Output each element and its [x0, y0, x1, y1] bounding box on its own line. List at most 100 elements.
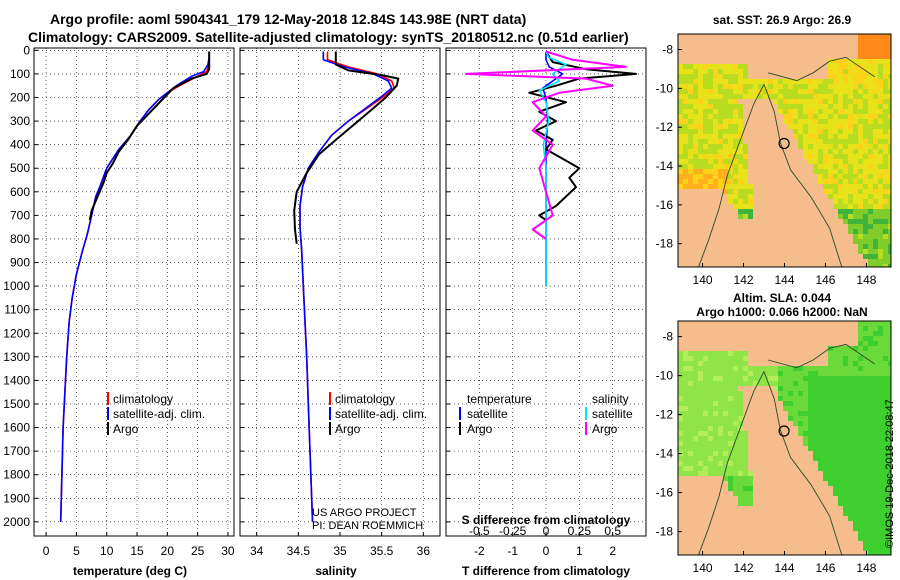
data-cell — [703, 386, 708, 391]
data-cell — [858, 416, 863, 421]
data-cell — [858, 174, 863, 179]
data-cell — [838, 461, 843, 466]
data-cell — [693, 134, 698, 139]
data-cell — [683, 376, 688, 381]
data-cell — [703, 451, 708, 456]
data-cell — [693, 416, 698, 421]
data-cell — [723, 99, 728, 104]
data-cell — [683, 89, 688, 94]
data-cell — [843, 416, 848, 421]
data-cell — [888, 134, 891, 139]
data-cell — [848, 386, 853, 391]
data-cell — [853, 154, 858, 159]
data-cell — [698, 169, 703, 174]
data-cell — [738, 481, 743, 486]
data-cell — [888, 511, 891, 516]
data-cell — [688, 466, 693, 471]
data-cell — [853, 481, 858, 486]
data-cell — [828, 421, 833, 426]
data-cell — [868, 59, 873, 64]
data-cell — [693, 376, 698, 381]
data-cell — [838, 491, 843, 496]
data-cell — [713, 461, 718, 466]
data-cell — [833, 89, 838, 94]
data-cell — [678, 124, 683, 129]
data-cell — [868, 516, 873, 521]
data-cell — [818, 391, 823, 396]
data-cell — [723, 356, 728, 361]
data-cell — [808, 381, 813, 386]
data-cell — [748, 214, 753, 219]
data-cell — [828, 416, 833, 421]
data-cell — [678, 74, 683, 79]
data-cell — [748, 79, 753, 84]
sla-map-title-line-1: Altim. SLA: 0.044 — [733, 291, 831, 305]
data-cell — [723, 189, 728, 194]
data-cell — [863, 491, 868, 496]
data-cell — [703, 124, 708, 129]
data-cell — [858, 109, 863, 114]
data-cell — [718, 94, 723, 99]
data-cell — [843, 381, 848, 386]
data-cell — [863, 209, 868, 214]
data-cell — [798, 371, 803, 376]
data-cell — [723, 129, 728, 134]
data-cell — [868, 179, 873, 184]
data-cell — [888, 164, 891, 169]
data-cell — [873, 129, 878, 134]
data-cell — [698, 139, 703, 144]
data-cell — [833, 426, 838, 431]
data-cell — [688, 391, 693, 396]
data-cell — [808, 109, 813, 114]
data-cell — [733, 406, 738, 411]
data-cell — [823, 421, 828, 426]
data-cell — [763, 376, 768, 381]
data-cell — [763, 381, 768, 386]
data-cell — [888, 184, 891, 189]
data-cell — [718, 124, 723, 129]
data-cell — [718, 174, 723, 179]
data-cell — [888, 89, 891, 94]
data-cell — [723, 391, 728, 396]
data-cell — [853, 94, 858, 99]
data-cell — [753, 376, 758, 381]
depth-tick-label: 1300 — [3, 350, 30, 364]
legend-label-argo: Argo — [335, 422, 361, 436]
bathymetry-contour — [698, 83, 843, 267]
data-cell — [798, 119, 803, 124]
data-cell — [888, 546, 891, 551]
data-cell — [853, 421, 858, 426]
data-cell — [878, 476, 883, 481]
data-cell — [738, 189, 743, 194]
data-cell — [888, 366, 891, 371]
data-cell — [883, 149, 888, 154]
data-cell — [873, 536, 878, 541]
data-cell — [888, 426, 891, 431]
data-cell — [878, 99, 883, 104]
data-cell — [718, 119, 723, 124]
data-cell — [883, 336, 888, 341]
data-cell — [803, 396, 808, 401]
data-cell — [843, 476, 848, 481]
data-cell — [858, 461, 863, 466]
data-cell — [703, 104, 708, 109]
data-cell — [813, 446, 818, 451]
data-cell — [838, 391, 843, 396]
data-cell — [723, 416, 728, 421]
data-cell — [823, 416, 828, 421]
data-cell — [728, 74, 733, 79]
data-cell — [793, 376, 798, 381]
data-cell — [688, 461, 693, 466]
data-cell — [838, 371, 843, 376]
data-cell — [728, 104, 733, 109]
data-cell — [848, 159, 853, 164]
data-cell — [863, 446, 868, 451]
data-cell — [843, 366, 848, 371]
data-cell — [863, 401, 868, 406]
data-cell — [688, 179, 693, 184]
data-cell — [783, 114, 788, 119]
data-cell — [833, 481, 838, 486]
data-cell — [708, 94, 713, 99]
data-cell — [848, 421, 853, 426]
data-cell — [833, 119, 838, 124]
